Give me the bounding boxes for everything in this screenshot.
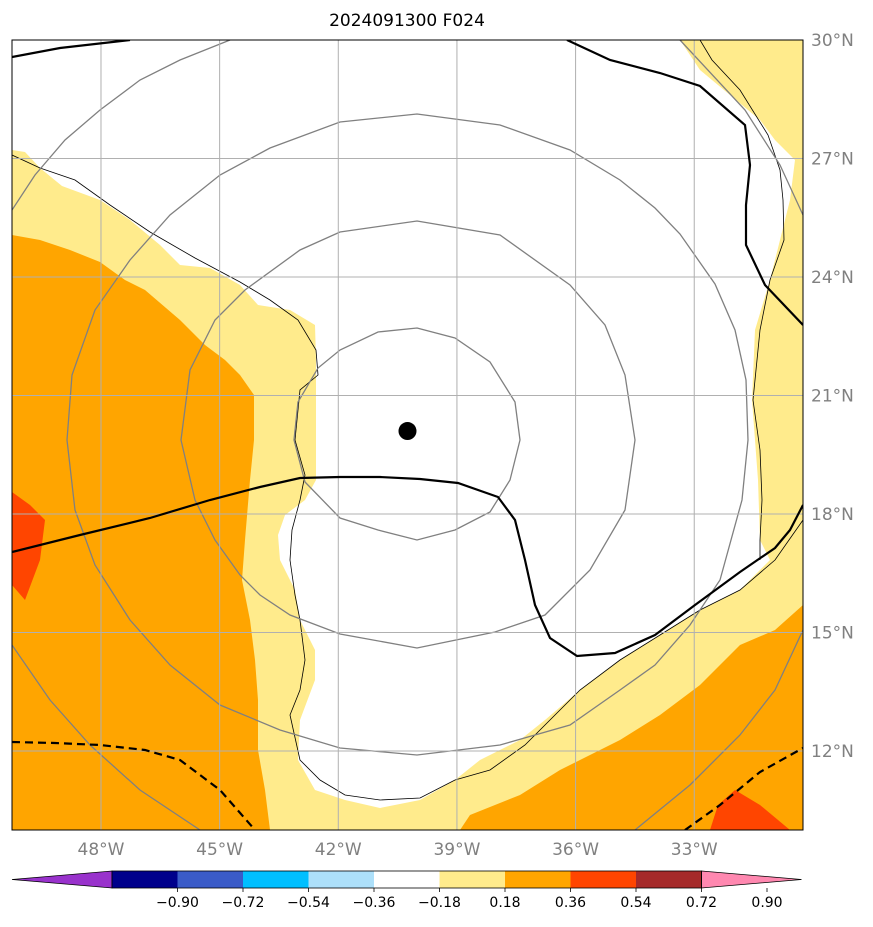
colorbar-tick-label: −0.72	[222, 895, 265, 911]
ring-4-east	[679, 40, 803, 216]
colorbar-segment	[374, 871, 440, 888]
colorbar-segment	[177, 871, 243, 888]
lat-tick-label: 15°N	[811, 624, 854, 644]
colorbar-tick-label: −0.36	[353, 895, 396, 911]
colorbar-tick-label: −0.90	[156, 895, 199, 911]
thick-contour-north	[12, 40, 131, 59]
lat-tick-label: 12°N	[811, 742, 854, 762]
colorbar-tick-label: 0.36	[555, 895, 586, 911]
graticule	[12, 40, 803, 830]
orange-field-southeast	[460, 605, 803, 830]
colorbar-segment	[308, 871, 374, 888]
colorbar-tick-label: 0.18	[489, 895, 520, 911]
lon-tick-label: 33°W	[671, 840, 718, 860]
lat-tick-label: 24°N	[811, 268, 854, 288]
map-area	[12, 40, 803, 830]
lat-tick-label: 18°N	[811, 505, 854, 525]
colorbar-tick-label: −0.54	[287, 895, 330, 911]
lon-tick-label: 48°W	[78, 840, 125, 860]
thin-contour-west	[12, 154, 803, 801]
lon-tick-label: 36°W	[552, 840, 599, 860]
lat-tick-label: 21°N	[811, 387, 854, 407]
red-field-west	[12, 492, 45, 600]
thick-contour-northeast	[566, 40, 803, 326]
colorbar-tick-label: 0.90	[751, 895, 782, 911]
latitude-labels: 30°N 27°N 24°N 21°N 18°N 15°N 12°N	[811, 31, 854, 762]
dashed-contour-southwest	[12, 740, 256, 830]
lat-tick-label: 27°N	[811, 150, 854, 170]
ring-4	[12, 40, 231, 211]
ring-4-southeast	[634, 629, 803, 830]
colorbar-extend-high	[701, 870, 802, 889]
red-field-southeast	[710, 790, 790, 830]
orange-field-west	[12, 235, 270, 830]
colorbar-tick-label: 0.72	[686, 895, 717, 911]
lat-tick-label: 30°N	[811, 31, 854, 51]
colorbar-segment	[505, 871, 571, 888]
lon-tick-label: 39°W	[433, 840, 480, 860]
colorbar-segment	[112, 871, 178, 888]
colorbar-outline	[111, 870, 702, 889]
lon-tick-label: 45°W	[196, 840, 243, 860]
colorbar-extend-low	[11, 870, 113, 889]
colorbar: −0.90 −0.72 −0.54 −0.36 −0.18 0.18 0.36 0.54 0.7…	[11, 870, 802, 911]
colorbar-segment	[439, 871, 505, 888]
colorbar-tick-label: 0.54	[620, 895, 651, 911]
thick-contour-middle	[12, 475, 803, 658]
longitude-labels: 48°W 45°W 42°W 39°W 36°W 33°W	[78, 840, 718, 860]
colorbar-segment	[636, 871, 702, 888]
lon-tick-label: 42°W	[315, 840, 362, 860]
storm-center-marker	[398, 422, 417, 441]
thin-contour-east	[699, 40, 785, 560]
dashed-contour-southeast	[684, 747, 803, 830]
yellow-field-east	[680, 40, 803, 560]
ring-3	[66, 113, 749, 756]
colorbar-segment	[570, 871, 636, 888]
colorbar-segment	[243, 871, 309, 888]
map-frame	[11, 39, 804, 831]
colorbar-tick-label: −0.18	[418, 895, 461, 911]
map-title: 2024091300 F024	[329, 11, 485, 31]
